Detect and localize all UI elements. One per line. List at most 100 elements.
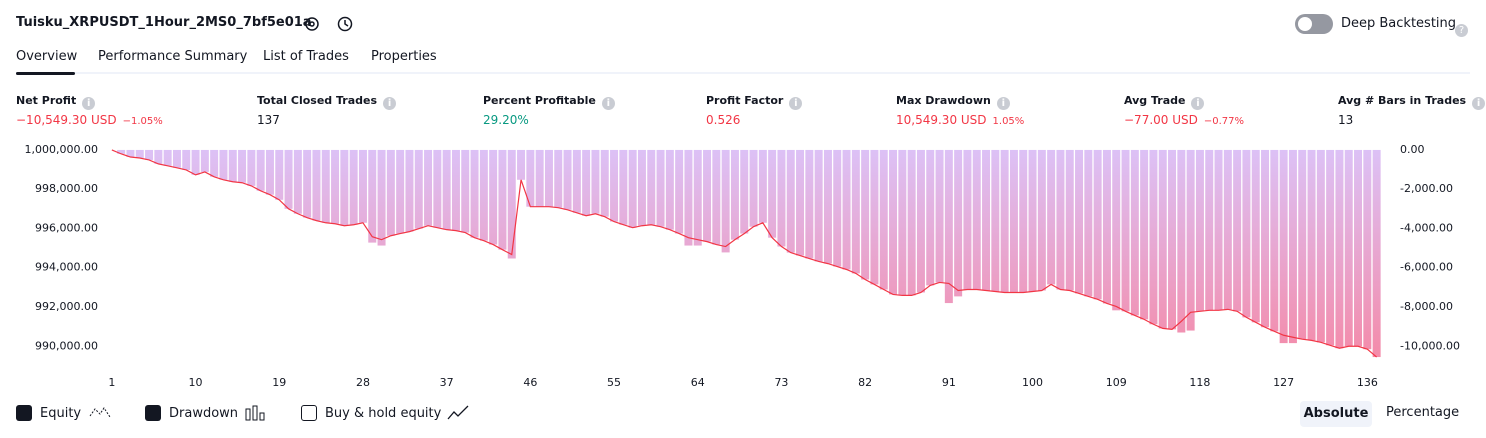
drawdown-bar xyxy=(331,149,340,224)
drawdown-bar xyxy=(572,149,581,213)
drawdown-bar xyxy=(1372,149,1381,358)
drawdown-bar xyxy=(1075,149,1084,294)
drawdown-bar xyxy=(1335,149,1344,349)
stat-label: Total Closed Trades i xyxy=(257,94,397,110)
drawdown-bar xyxy=(275,149,284,200)
y2-tick-label: -4,000.00 xyxy=(1400,221,1453,234)
drawdown-bar xyxy=(135,149,144,158)
stat-value-text: 137 xyxy=(257,113,280,127)
info-icon: i xyxy=(601,97,615,110)
drawdown-bar xyxy=(1047,149,1056,285)
drawdown-bar xyxy=(377,149,386,246)
drawdown-bar xyxy=(712,149,721,245)
drawdown-bar xyxy=(861,149,870,280)
info-icon: i xyxy=(789,97,803,110)
drawdown-bar xyxy=(526,149,535,207)
stat-label-text: Total Closed Trades xyxy=(257,94,378,107)
drawdown-bar xyxy=(749,149,758,227)
drawdown-bar xyxy=(972,149,981,290)
stat-value-text: −77.00 USD xyxy=(1124,113,1198,127)
drawdown-bar xyxy=(1307,149,1316,341)
drawdown-bar xyxy=(563,149,572,210)
drawdown-bar xyxy=(675,149,684,234)
stat-label-text: Net Profit xyxy=(16,94,77,107)
drawdown-bar xyxy=(740,149,749,234)
drawdown-bar xyxy=(228,149,237,182)
stat-value-text: 13 xyxy=(1338,113,1354,127)
toggle[interactable] xyxy=(1295,14,1333,34)
drawdown-bar xyxy=(405,149,414,232)
y-tick-label: 998,000.00 xyxy=(35,182,98,195)
drawdown-bar xyxy=(433,149,442,228)
drawdown-bar xyxy=(303,149,312,218)
drawdown-bar xyxy=(656,149,665,227)
tab[interactable]: List of Trades xyxy=(263,49,349,64)
drawdown-bar xyxy=(284,149,293,209)
drawdown-bar xyxy=(554,149,563,208)
x-tick-label: 136 xyxy=(1357,376,1378,389)
drawdown-bar xyxy=(1195,149,1204,312)
stat-value-text: 0.526 xyxy=(706,113,741,127)
drawdown-bar xyxy=(340,149,349,226)
drawdown-bar xyxy=(647,149,656,225)
tab[interactable]: Performance Summary xyxy=(98,49,248,64)
drawdown-bar xyxy=(1223,149,1232,310)
drawdown-bar xyxy=(963,149,972,290)
drawdown-bar xyxy=(256,149,265,191)
drawdown-toggle[interactable]: Drawdown xyxy=(145,405,238,421)
drawdown-bar xyxy=(479,149,488,241)
info-icon: i xyxy=(383,97,397,110)
stat-label: Max Drawdown i xyxy=(896,94,1010,110)
drawdown-bar xyxy=(1158,149,1167,329)
buy-hold-toggle[interactable]: Buy & hold equity xyxy=(301,405,441,421)
info-icon: i xyxy=(996,97,1010,110)
x-tick-label: 64 xyxy=(691,376,705,389)
tab[interactable]: Properties xyxy=(371,49,437,64)
percentage-button[interactable]: Percentage xyxy=(1386,405,1460,420)
stat-label-text: Percent Profitable xyxy=(483,94,596,107)
drawdown-bar xyxy=(842,149,851,270)
drawdown-bar xyxy=(498,149,507,250)
drawdown-bar xyxy=(219,149,228,180)
drawdown-bar xyxy=(600,149,609,217)
drawdown-bar xyxy=(684,149,693,246)
drawdown-bar xyxy=(1009,149,1018,293)
legend-label: Buy & hold equity xyxy=(325,406,442,421)
x-tick-label: 73 xyxy=(774,376,788,389)
x-tick-label: 46 xyxy=(523,376,537,389)
drawdown-bar xyxy=(1233,149,1242,312)
drawdown-bar xyxy=(1019,149,1028,293)
drawdown-bar xyxy=(312,149,321,221)
buy-hold-icon xyxy=(447,405,469,420)
drawdown-bar xyxy=(1065,149,1074,291)
drawdown-bar xyxy=(1056,149,1065,290)
drawdown-bar xyxy=(1102,149,1111,304)
drawdown-bar xyxy=(182,149,191,170)
stat-value: 137 xyxy=(257,113,280,127)
drawdown-bar xyxy=(610,149,619,222)
x-tick-label: 118 xyxy=(1189,376,1210,389)
equity-toggle[interactable]: Equity xyxy=(16,405,81,421)
absolute-button[interactable]: Absolute xyxy=(1300,401,1372,427)
drawdown-bar xyxy=(154,149,163,164)
drawdown-bar xyxy=(935,149,944,283)
y2-tick-label: -8,000.00 xyxy=(1400,300,1453,313)
drawdown-bar xyxy=(461,149,470,233)
drawdown-bar xyxy=(619,149,628,225)
drawdown-bar xyxy=(321,149,330,223)
y-tick-label: 996,000.00 xyxy=(35,221,98,234)
stat-change: −1.05% xyxy=(122,116,163,127)
drawdown-bar xyxy=(1112,149,1121,311)
drawdown-bar xyxy=(1354,149,1363,347)
stat-value-text: 10,549.30 USD xyxy=(896,113,987,127)
drawdown-bar xyxy=(1326,149,1335,346)
drawdown-bar xyxy=(451,149,460,231)
drawdown-bar xyxy=(833,149,842,267)
stat-value-text: 29.20% xyxy=(483,113,529,127)
tab[interactable]: Overview xyxy=(16,49,78,64)
stat-label-text: Avg Trade xyxy=(1124,94,1186,107)
y-tick-label: 994,000.00 xyxy=(35,261,98,274)
drawdown-bar xyxy=(535,149,544,207)
drawdown-bar xyxy=(926,149,935,286)
drawdown-bar xyxy=(172,149,181,168)
